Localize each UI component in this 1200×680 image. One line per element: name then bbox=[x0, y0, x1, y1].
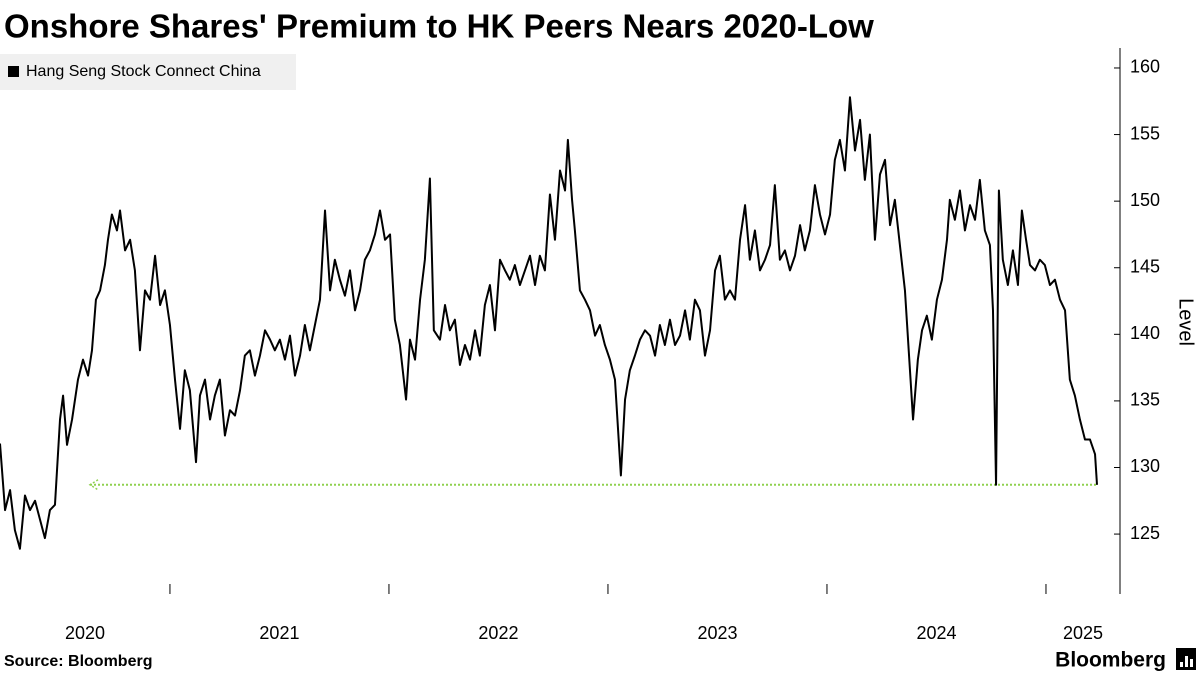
series-line bbox=[0, 96, 1098, 550]
x-tick-label: 2020 bbox=[65, 623, 105, 643]
x-tick-label: 2021 bbox=[259, 623, 299, 643]
y-tick-label: 130 bbox=[1130, 456, 1160, 476]
y-tick-label: 145 bbox=[1130, 256, 1160, 276]
legend-swatch bbox=[8, 66, 19, 77]
x-tick-label: 2025 bbox=[1063, 623, 1103, 643]
x-tick-label: 2022 bbox=[478, 623, 518, 643]
y-tick-label: 125 bbox=[1130, 523, 1160, 543]
legend-label: Hang Seng Stock Connect China bbox=[26, 63, 261, 80]
logo-icon-bar bbox=[1180, 662, 1183, 667]
logo-icon-bar bbox=[1185, 656, 1188, 667]
reference-arrow bbox=[88, 479, 99, 491]
y-tick-label: 150 bbox=[1130, 190, 1160, 210]
y-tick-label: 155 bbox=[1130, 123, 1160, 143]
logo: Bloomberg bbox=[1055, 649, 1166, 672]
legend-box bbox=[0, 54, 296, 90]
source-note: Source: Bloomberg bbox=[4, 653, 152, 670]
logo-icon-bar bbox=[1190, 659, 1193, 667]
logo-icon bbox=[1176, 648, 1196, 670]
y-tick-label: 135 bbox=[1130, 390, 1160, 410]
legend: Hang Seng Stock Connect China bbox=[0, 54, 296, 90]
y-tick-label: 160 bbox=[1130, 57, 1160, 77]
x-tick-label: 2024 bbox=[916, 623, 956, 643]
y-axis-label: Level bbox=[1175, 298, 1197, 346]
y-tick-label: 140 bbox=[1130, 323, 1160, 343]
chart-title: Onshore Shares' Premium to HK Peers Near… bbox=[4, 8, 874, 45]
x-tick-label: 2023 bbox=[697, 623, 737, 643]
